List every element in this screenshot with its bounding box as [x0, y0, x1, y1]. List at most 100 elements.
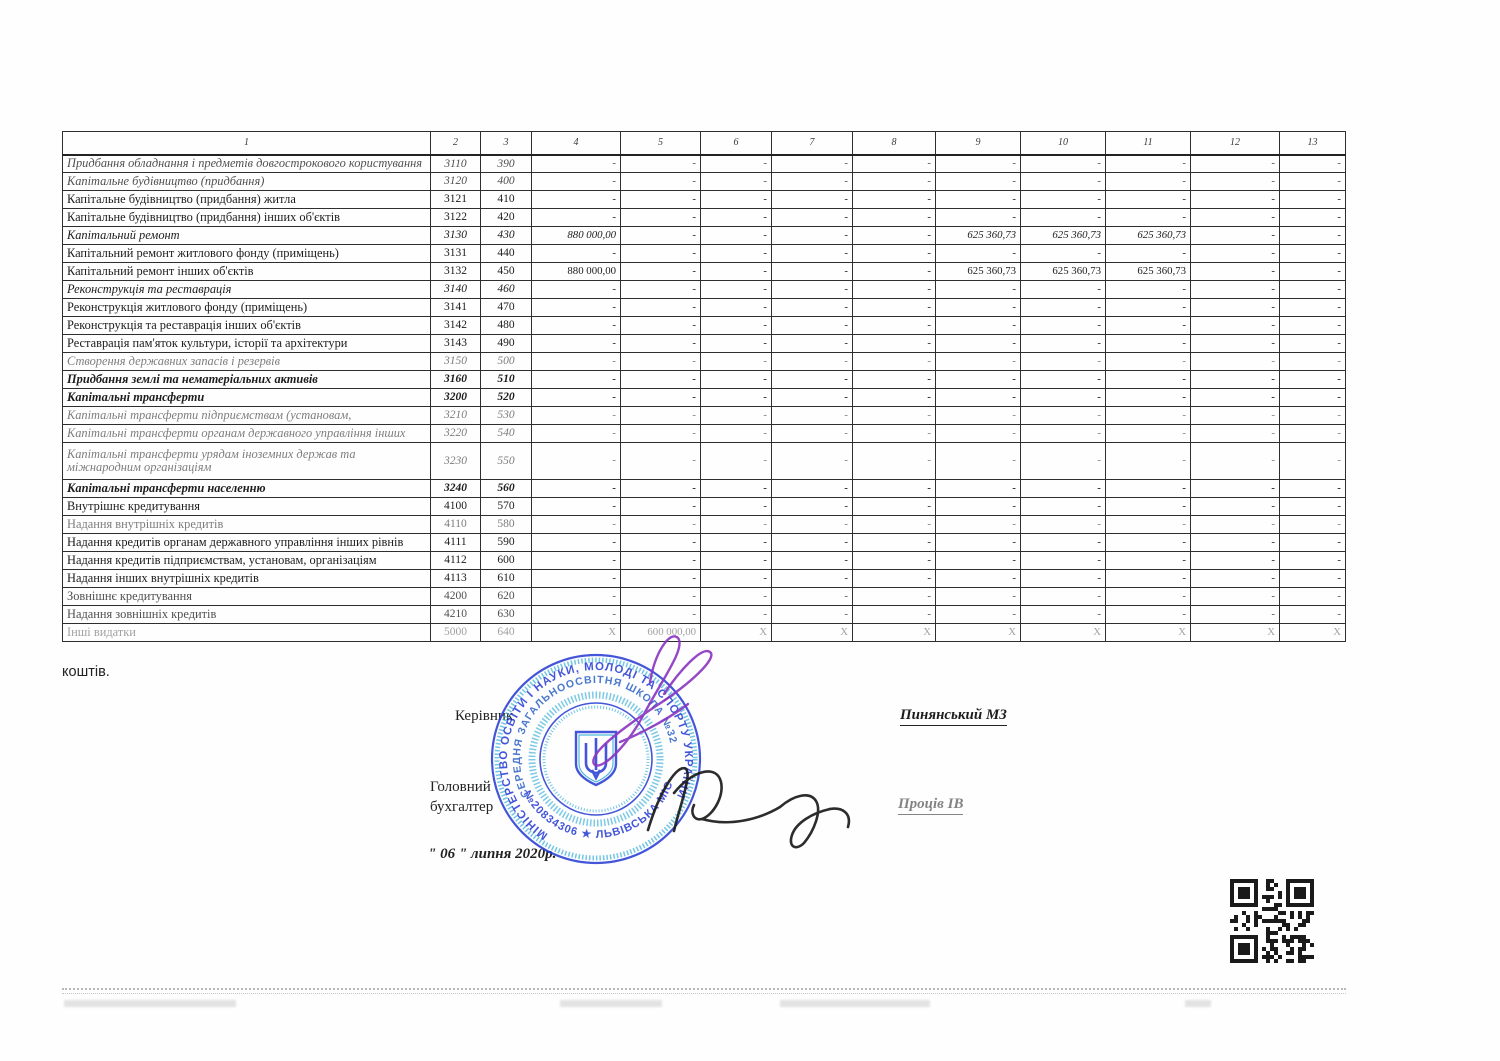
value-cell: -	[1105, 479, 1191, 498]
buhgalter-name: Проців ІВ	[898, 796, 964, 815]
value-cell: -	[1190, 352, 1280, 371]
value-cell: -	[1105, 244, 1191, 263]
value-cell: -	[531, 424, 621, 443]
column-header: 8	[852, 131, 936, 156]
value-cell: -	[935, 605, 1021, 624]
value-cell: -	[1190, 479, 1280, 498]
value-cell: -	[1279, 352, 1346, 371]
value-cell: -	[935, 154, 1021, 173]
value-cell: -	[700, 533, 772, 552]
value-cell: -	[852, 587, 936, 606]
value-cell: -	[1020, 551, 1106, 570]
value-cell: -	[935, 587, 1021, 606]
value-cell: 625 360,73	[1020, 262, 1106, 281]
kerivnyk-name: Пинянський МЗ	[900, 707, 1007, 726]
qr-code	[1230, 879, 1314, 963]
value-cell: -	[531, 515, 621, 534]
value-cell: -	[771, 190, 853, 209]
line-number: 480	[480, 316, 532, 335]
value-cell: -	[531, 172, 621, 191]
value-cell: -	[771, 406, 853, 425]
value-cell: -	[852, 352, 936, 371]
value-cell: -	[1105, 298, 1191, 317]
value-cell: -	[620, 533, 701, 552]
value-cell: -	[531, 352, 621, 371]
value-cell: -	[852, 370, 936, 389]
value-cell: -	[935, 316, 1021, 335]
value-cell: -	[620, 587, 701, 606]
value-cell: -	[1279, 316, 1346, 335]
value-cell: -	[620, 442, 701, 480]
value-cell: -	[852, 280, 936, 299]
value-cell: -	[531, 551, 621, 570]
column-header: 10	[1020, 131, 1106, 156]
value-cell: -	[852, 190, 936, 209]
value-cell: -	[935, 533, 1021, 552]
value-cell: -	[852, 244, 936, 263]
row-label: Капітальні трансферти населенню	[62, 479, 431, 498]
line-number: 600	[480, 551, 532, 570]
row-label: Капітальні трансферти	[62, 388, 431, 407]
line-number: 470	[480, 298, 532, 317]
line-number: 460	[480, 280, 532, 299]
value-cell: -	[771, 208, 853, 227]
value-cell: 625 360,73	[935, 262, 1021, 281]
table-row: Придбання землі та нематеріальних активі…	[62, 370, 1346, 389]
column-header: 6	[700, 131, 772, 156]
value-cell: -	[620, 370, 701, 389]
value-cell: X	[1190, 623, 1280, 642]
table-row: Капітальний ремонт житлового фонду (прим…	[62, 244, 1346, 263]
line-number: 580	[480, 515, 532, 534]
value-cell: -	[1190, 208, 1280, 227]
value-cell: -	[935, 569, 1021, 588]
table-row: Надання кредитів підприємствам, установа…	[62, 551, 1346, 570]
value-cell: -	[1105, 515, 1191, 534]
value-cell: -	[852, 172, 936, 191]
line-number: 440	[480, 244, 532, 263]
value-cell: 625 360,73	[1105, 226, 1191, 245]
table-row: Капітальне будівництво (придбання) житла…	[62, 190, 1346, 209]
value-cell: -	[1190, 154, 1280, 173]
kekv-code: 3150	[430, 352, 481, 371]
row-label: Капітальне будівництво (придбання)	[62, 172, 431, 191]
value-cell: 625 360,73	[1020, 226, 1106, 245]
row-label: Реконструкція та реставрація	[62, 280, 431, 299]
kekv-code: 3131	[430, 244, 481, 263]
row-label: Надання кредитів органам державного упра…	[62, 533, 431, 552]
value-cell: -	[1105, 352, 1191, 371]
row-label: Надання кредитів підприємствам, установа…	[62, 551, 431, 570]
value-cell: -	[1105, 316, 1191, 335]
value-cell: -	[1279, 172, 1346, 191]
value-cell: -	[531, 388, 621, 407]
value-cell: -	[1020, 497, 1106, 516]
value-cell: -	[852, 551, 936, 570]
value-cell: -	[1020, 154, 1106, 173]
value-cell: -	[620, 226, 701, 245]
value-cell: -	[935, 424, 1021, 443]
value-cell: -	[1279, 280, 1346, 299]
buhgalter-label-line2: бухгалтер	[430, 799, 494, 815]
value-cell: -	[1190, 388, 1280, 407]
value-cell: -	[531, 298, 621, 317]
value-cell: -	[1279, 334, 1346, 353]
table-row: Реконструкція та реставрація інших об'єк…	[62, 316, 1346, 335]
column-header: 12	[1190, 131, 1280, 156]
value-cell: -	[1190, 442, 1280, 480]
value-cell: -	[1105, 172, 1191, 191]
line-number: 560	[480, 479, 532, 498]
value-cell: -	[771, 154, 853, 173]
value-cell: -	[1279, 262, 1346, 281]
value-cell: -	[1190, 172, 1280, 191]
value-cell: -	[620, 208, 701, 227]
table-row: Реконструкція та реставрація 3140 460- - - - -…	[62, 280, 1346, 299]
value-cell: -	[771, 370, 853, 389]
value-cell: -	[1020, 352, 1106, 371]
table-body: Придбання обладнання і предметів довгост…	[62, 154, 1346, 642]
footer-faded-text	[1185, 1000, 1211, 1007]
value-cell: -	[531, 244, 621, 263]
value-cell: -	[700, 334, 772, 353]
value-cell: -	[531, 587, 621, 606]
kekv-code: 4112	[430, 551, 481, 570]
value-cell: -	[1020, 587, 1106, 606]
kekv-code: 3141	[430, 298, 481, 317]
